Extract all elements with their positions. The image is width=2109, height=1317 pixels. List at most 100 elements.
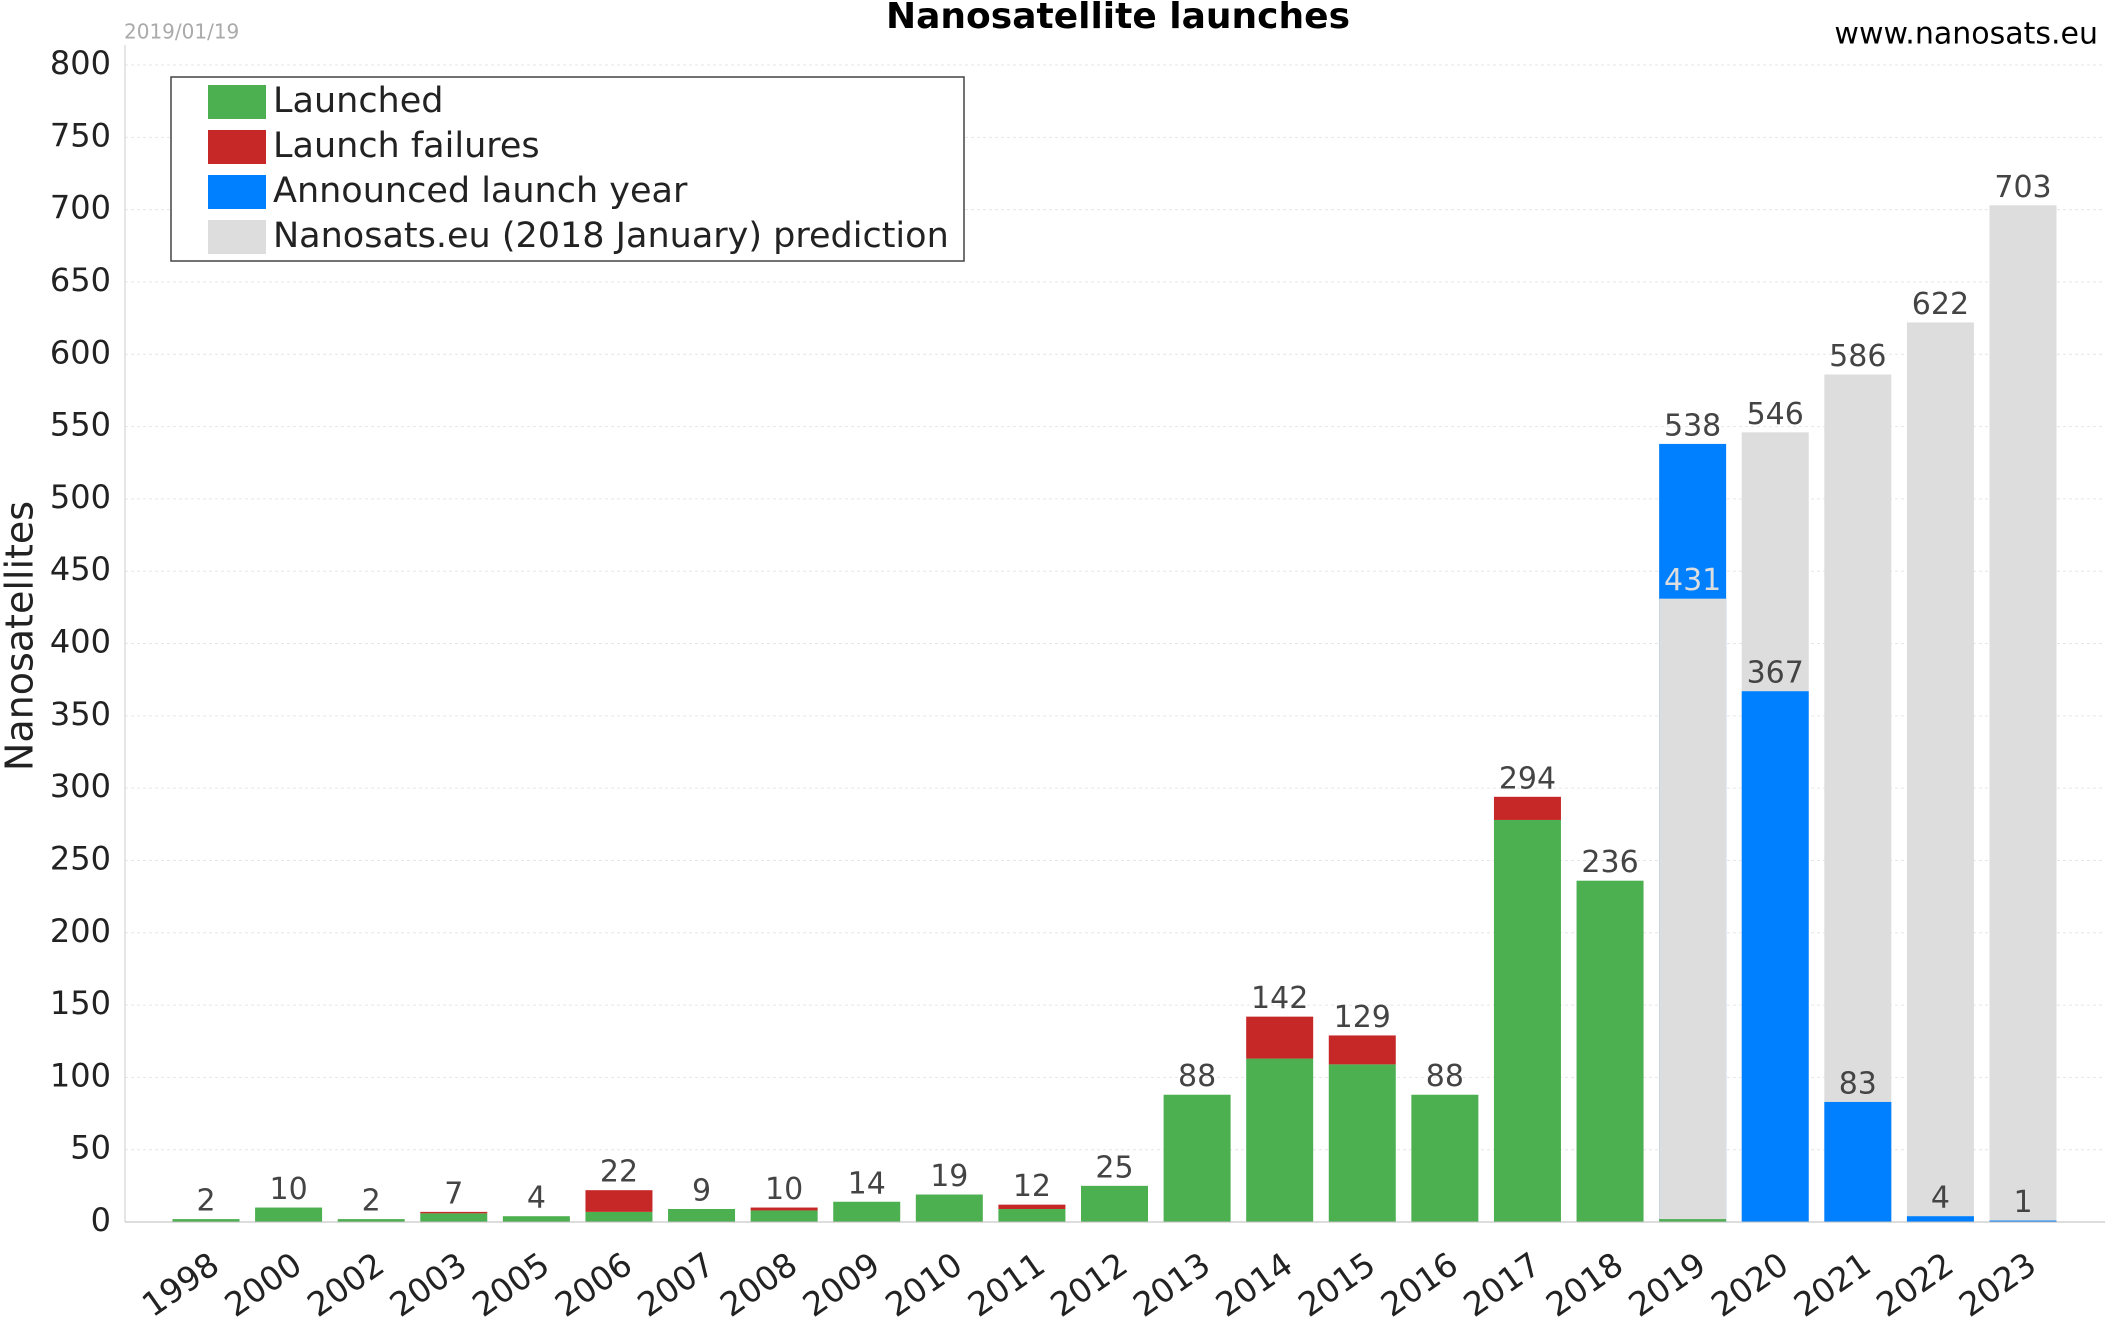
value-label: 10 <box>269 1172 307 1207</box>
bar <box>1659 1219 1727 1222</box>
source: www.nanosats.eu <box>1834 17 2098 52</box>
bar <box>750 1207 818 1211</box>
date: 2019/01/19 <box>124 20 239 44</box>
y-tick-label: 700 <box>50 189 111 227</box>
x-tick-label: 2005 <box>465 1244 556 1317</box>
value-label: 546 <box>1747 397 1804 432</box>
legend-label: Launched <box>273 81 444 121</box>
bar <box>1906 1216 1974 1222</box>
chart-title: Nanosatellite launches <box>886 0 1350 37</box>
legend-swatch <box>208 130 266 164</box>
y-tick-label: 200 <box>50 912 111 950</box>
value-label: 538 <box>1664 408 1721 443</box>
x-tick-label: 2003 <box>383 1244 474 1317</box>
value-label: 586 <box>1829 339 1886 374</box>
x-tick-label: 2020 <box>1704 1244 1795 1317</box>
y-tick-label: 300 <box>50 767 111 805</box>
bar <box>420 1211 488 1214</box>
x-tick-label: 1998 <box>135 1244 226 1317</box>
y-tick-label: 450 <box>50 550 111 588</box>
bar <box>1493 819 1561 1222</box>
bar <box>420 1213 488 1222</box>
bar <box>585 1211 653 1222</box>
x-tick-label: 2012 <box>1043 1244 1134 1317</box>
value-label: 83 <box>1839 1066 1877 1101</box>
value-label: 142 <box>1251 981 1308 1016</box>
bar <box>1576 880 1644 1222</box>
y-tick-label: 400 <box>50 623 111 661</box>
value-label: 25 <box>1095 1150 1133 1185</box>
x-tick-label: 2011 <box>961 1244 1052 1317</box>
bar <box>1328 1035 1396 1065</box>
x-tick-label: 2018 <box>1539 1244 1630 1317</box>
bar <box>337 1219 405 1222</box>
value-label: 22 <box>600 1155 638 1190</box>
y-axis-title: Nanosatellites <box>0 501 42 771</box>
bar <box>915 1194 983 1222</box>
y-tick-label: 350 <box>50 695 111 733</box>
x-tick-label: 2019 <box>1622 1244 1713 1317</box>
legend-swatch <box>208 85 266 119</box>
x-tick-label: 2023 <box>1952 1244 2043 1317</box>
y-tick-label: 750 <box>50 116 111 154</box>
value-label: 88 <box>1178 1059 1216 1094</box>
y-tick-label: 250 <box>50 839 111 877</box>
value-label: 294 <box>1499 761 1556 796</box>
bar <box>255 1207 323 1222</box>
x-tick-label: 2022 <box>1869 1244 1960 1317</box>
legend: Launched Launch failures Announced launch … <box>170 76 965 262</box>
value-label: 431 <box>1664 563 1721 598</box>
bar <box>1246 1016 1314 1059</box>
x-tick-label: 2010 <box>878 1244 969 1317</box>
y-tick-label: 600 <box>50 333 111 371</box>
bar <box>1906 322 1974 1222</box>
bar <box>172 1219 240 1222</box>
value-label: 129 <box>1334 1000 1391 1035</box>
y-tick-label: 100 <box>50 1056 111 1094</box>
x-tick-label: 2008 <box>713 1244 804 1317</box>
value-label: 236 <box>1581 845 1638 880</box>
x-tick-label: 2013 <box>1126 1244 1217 1317</box>
bar <box>1989 1220 2057 1222</box>
value-label: 12 <box>1013 1169 1051 1204</box>
y-tick-label: 550 <box>50 406 111 444</box>
value-label: 4 <box>1931 1181 1950 1216</box>
y-tick-label: 0 <box>91 1201 111 1239</box>
x-tick-label: 2021 <box>1787 1244 1878 1317</box>
bar <box>1328 1064 1396 1222</box>
legend-swatch <box>208 220 266 254</box>
legend-label: Launch failures <box>273 126 540 166</box>
legend-box <box>170 76 965 262</box>
x-tick-label: 2016 <box>1374 1244 1465 1317</box>
x-tick-label: 2002 <box>300 1244 391 1317</box>
x-tick-label: 2006 <box>548 1244 639 1317</box>
x-tick-label: 2007 <box>630 1244 721 1317</box>
legend-label: Nanosats.eu (2018 January) prediction <box>273 216 949 256</box>
bar <box>1989 205 2057 1222</box>
bar <box>668 1208 736 1222</box>
bar <box>1081 1185 1148 1222</box>
bar <box>1659 598 1727 1222</box>
value-label: 2 <box>196 1184 215 1219</box>
bar <box>1824 1101 1892 1222</box>
value-label: 9 <box>692 1173 711 1208</box>
bar <box>1411 1094 1479 1222</box>
x-tick-label: 2000 <box>217 1244 308 1317</box>
bar <box>502 1216 570 1222</box>
x-tick-label: 2014 <box>1209 1244 1300 1317</box>
y-tick-label: 50 <box>70 1129 111 1167</box>
x-tick-label: 2009 <box>796 1244 887 1317</box>
x-tick-label: 2015 <box>1291 1244 1382 1317</box>
value-label: 2 <box>362 1184 381 1219</box>
value-label: 7 <box>444 1176 463 1211</box>
bar <box>1741 691 1809 1222</box>
value-label: 367 <box>1747 656 1804 691</box>
value-label: 4 <box>527 1181 546 1216</box>
value-label: 88 <box>1426 1059 1464 1094</box>
y-tick-label: 800 <box>50 44 111 82</box>
value-label: 19 <box>930 1159 968 1194</box>
bar <box>585 1190 653 1212</box>
bar <box>998 1204 1066 1209</box>
value-label: 703 <box>1994 170 2051 205</box>
